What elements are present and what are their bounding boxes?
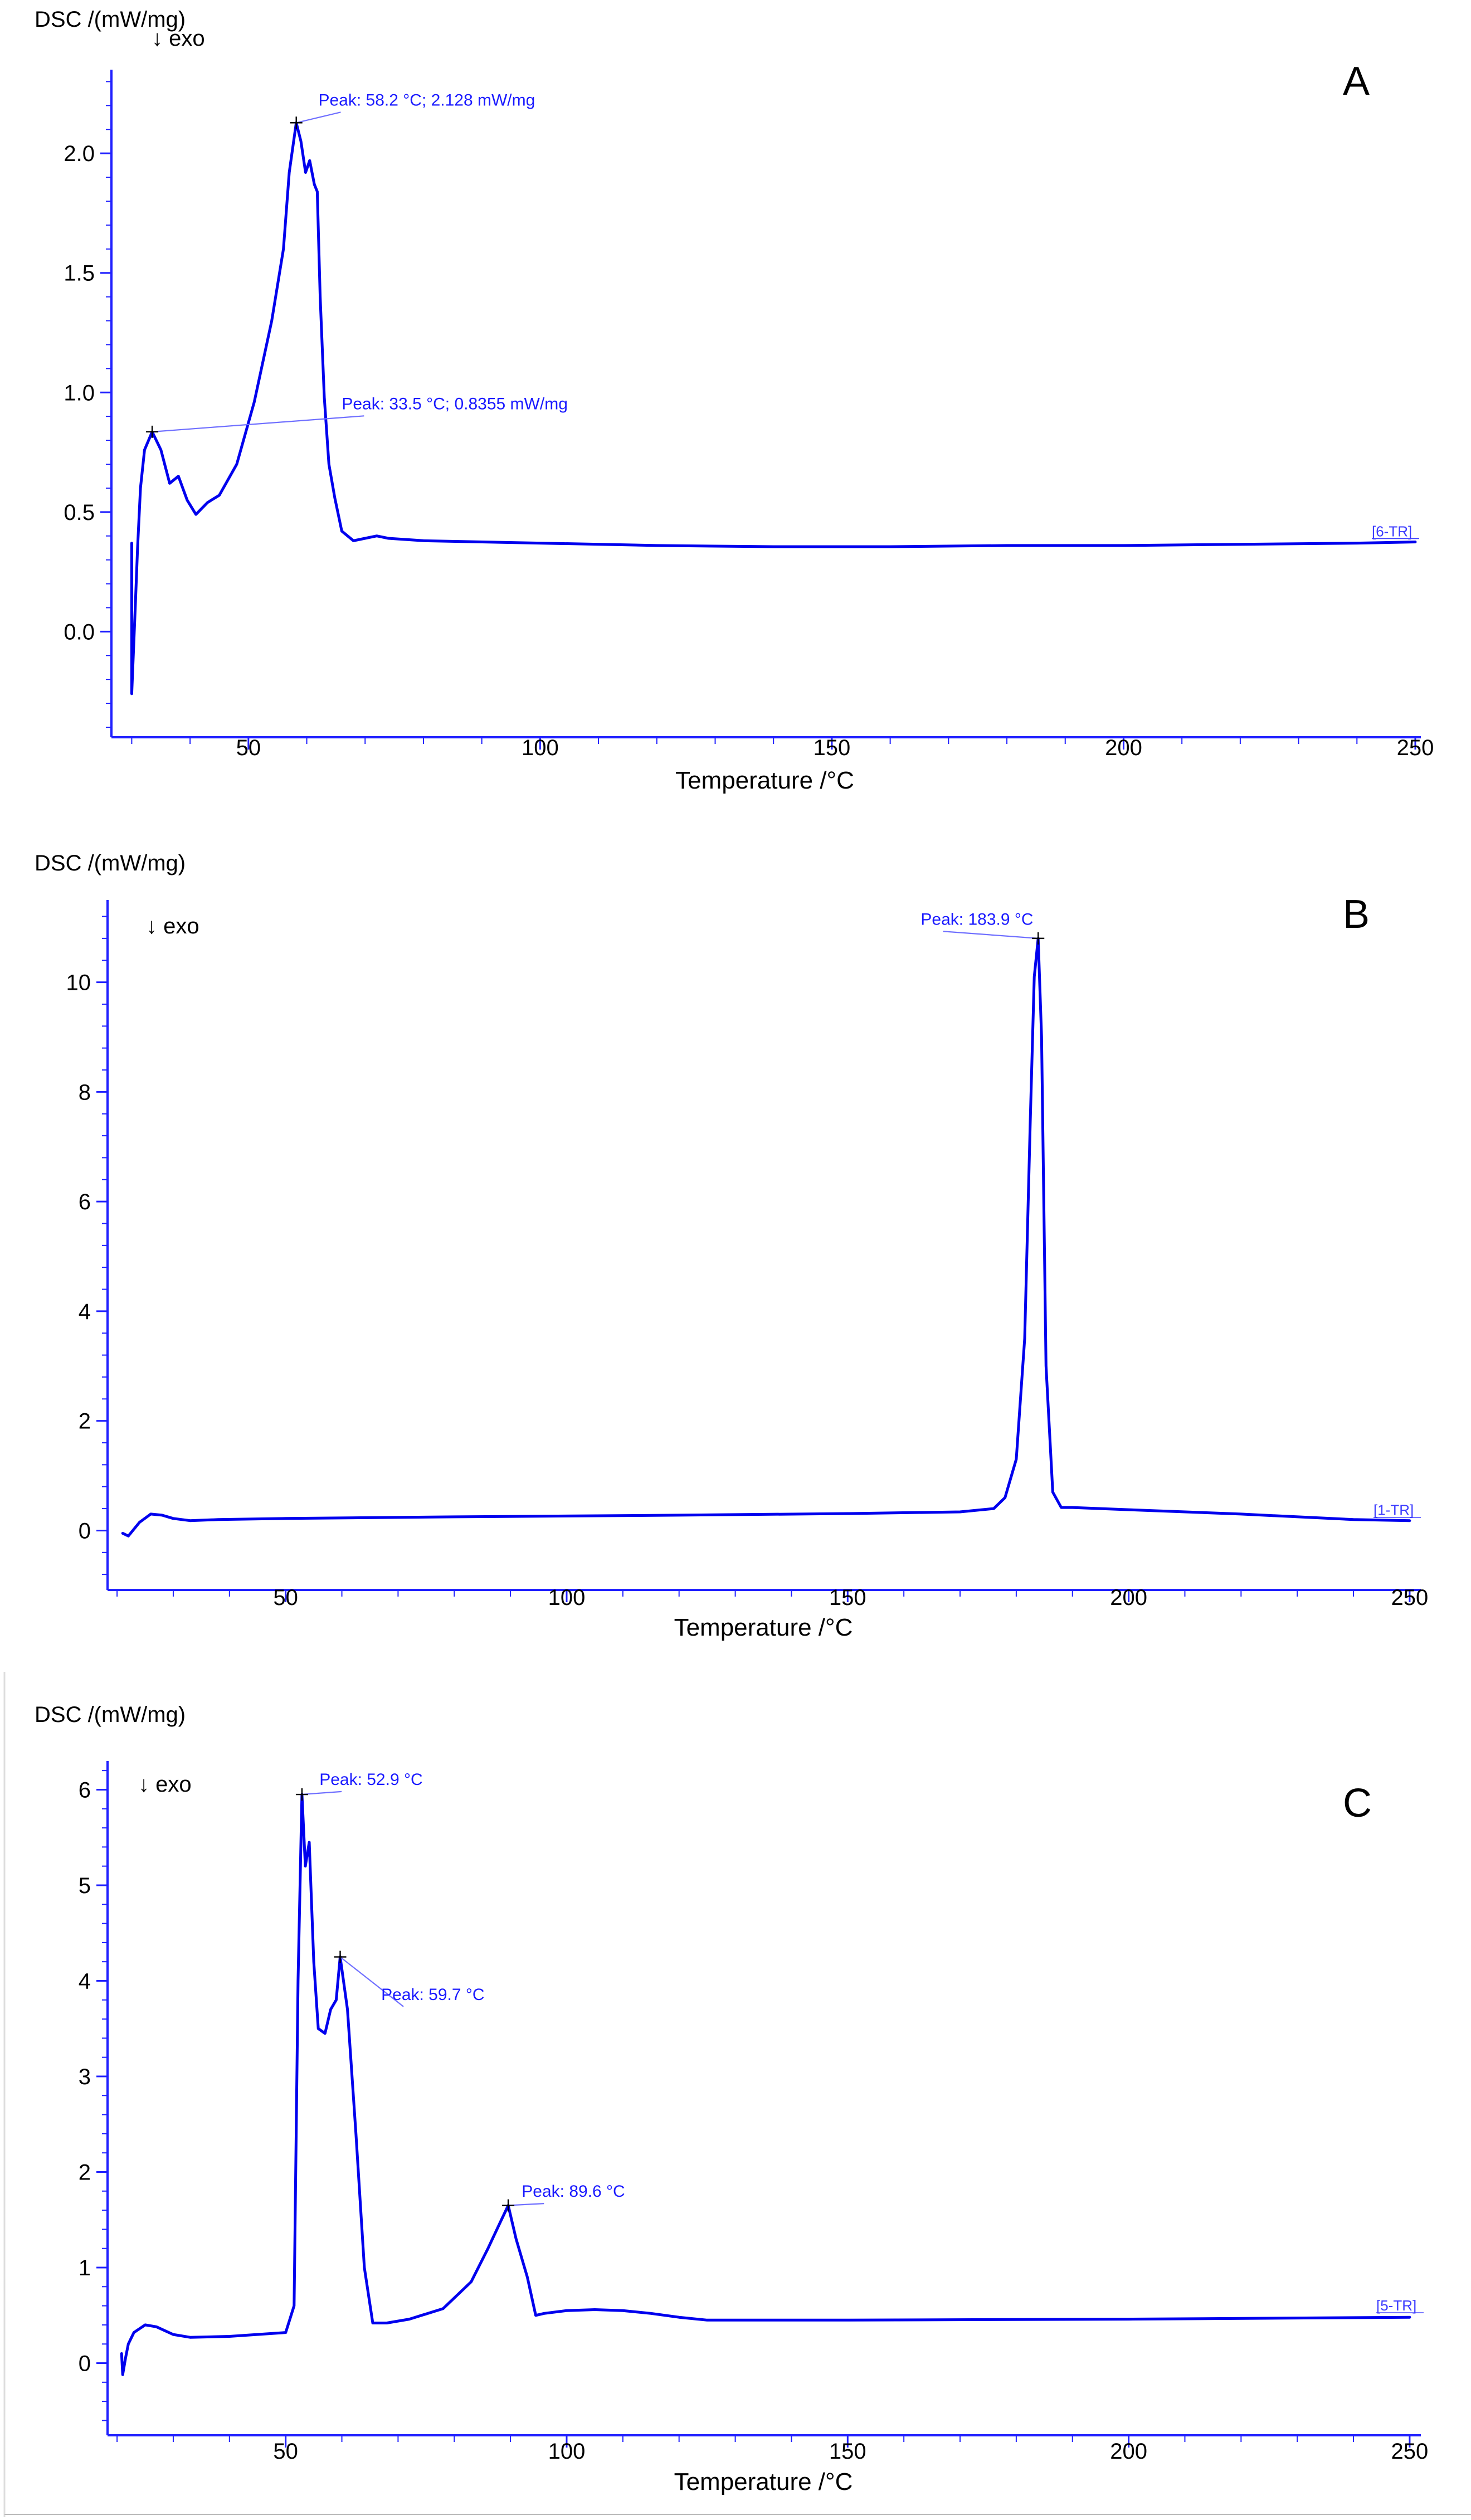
- panel-label: C: [1343, 1781, 1372, 1826]
- y-tick-label: 0: [79, 1519, 91, 1543]
- y-tick-label: 2: [79, 2160, 91, 2185]
- y-tick-label: 3: [79, 2065, 91, 2089]
- y-tick-label: 4: [79, 1969, 91, 1993]
- y-tick-label: 5: [79, 1874, 91, 1898]
- dsc-curve-series: [120, 1793, 1411, 2376]
- panel-label: A: [1343, 59, 1370, 104]
- x-axis-label: Temperature /°C: [674, 1614, 853, 1641]
- y-tick-label: 10: [66, 971, 91, 995]
- x-tick-label: 250: [1397, 736, 1434, 760]
- y-tick-label: 0.5: [64, 500, 95, 525]
- curve-tag: [6-TR]: [1372, 523, 1412, 539]
- dsc-chart-a: DSC /(mW/mg)↓ exo A 0.0 0.5 1.0 1.5 2.0 50 100 15…: [35, 7, 1434, 794]
- y-tick-label: 2: [79, 1409, 91, 1434]
- exo-direction-note: ↓ exo: [146, 914, 199, 938]
- peak-leader-line: [339, 1956, 404, 2007]
- x-tick-label: 250: [1391, 2439, 1429, 2464]
- dsc-chart-b: DSC /(mW/mg) ↓ exo B 0 2 4 6 8 10 50 100 150 200 250 T…: [35, 851, 1428, 1641]
- y-axis-label: DSC /(mW/mg): [35, 1702, 186, 1727]
- y-tick-label: 1: [79, 2256, 91, 2280]
- dsc-curve-series: [130, 121, 1417, 695]
- y-tick-label: 1.0: [64, 381, 95, 405]
- x-tick-label: 150: [829, 2439, 866, 2464]
- y-tick-label: 2.0: [64, 142, 95, 166]
- y-tick-label: 0.0: [64, 620, 95, 644]
- peak-annotation: Peak: 59.7 °C: [381, 1986, 484, 2004]
- curve-tag: [5-TR]: [1376, 2297, 1416, 2314]
- y-axis-label: DSC /(mW/mg): [35, 7, 186, 32]
- x-tick-label: 100: [548, 2439, 586, 2464]
- y-tick-label: 6: [79, 1778, 91, 1802]
- peak-leader-line: [301, 1791, 342, 1796]
- x-tick-label: 50: [236, 736, 261, 760]
- peak-leader-line: [296, 111, 341, 124]
- x-tick-label: 150: [814, 736, 851, 760]
- y-tick-label: 6: [79, 1190, 91, 1214]
- x-axis-label: Temperature /°C: [675, 767, 854, 794]
- peak-annotation: Peak: 33.5 °C; 0.8355 mW/mg: [342, 395, 568, 413]
- peak-annotation: Peak: 183.9 °C: [920, 910, 1033, 928]
- y-tick-label: 0: [79, 2352, 91, 2376]
- exo-direction-note: ↓ exo: [152, 26, 205, 51]
- peak-annotation: Peak: 58.2 °C; 2.128 mW/mg: [318, 91, 535, 109]
- x-tick-label: 250: [1391, 1585, 1429, 1610]
- peak-annotation: Peak: 52.9 °C: [319, 1770, 422, 1789]
- peak-annotation: Peak: 89.6 °C: [522, 2182, 625, 2201]
- x-tick-label: 100: [522, 736, 559, 760]
- curve-tag: [1-TR]: [1373, 1502, 1414, 1519]
- y-tick-label: 8: [79, 1080, 91, 1105]
- x-tick-label: 200: [1110, 2439, 1147, 2464]
- y-axis-label: DSC /(mW/mg): [35, 851, 186, 875]
- peak-leader-line: [943, 931, 1039, 939]
- x-axis-label: Temperature /°C: [674, 2468, 853, 2495]
- x-tick-label: 100: [548, 1585, 586, 1610]
- x-tick-label: 200: [1110, 1585, 1147, 1610]
- y-tick-label: 1.5: [64, 261, 95, 286]
- exo-direction-note: ↓ exo: [138, 1772, 192, 1797]
- x-tick-label: 150: [829, 1585, 866, 1610]
- dsc-curve-series: [121, 937, 1411, 1538]
- x-tick-label: 200: [1105, 736, 1142, 760]
- x-tick-label: 50: [273, 1585, 298, 1610]
- x-tick-label: 50: [273, 2439, 298, 2464]
- y-tick-label: 4: [79, 1300, 91, 1324]
- panel-label: B: [1343, 892, 1370, 937]
- dsc-chart-c: DSC /(mW/mg) ↓ exo C 0 1 2 3 4 5 6 50 100 150 200 250 T…: [35, 1702, 1428, 2495]
- peak-leader-line: [152, 415, 364, 432]
